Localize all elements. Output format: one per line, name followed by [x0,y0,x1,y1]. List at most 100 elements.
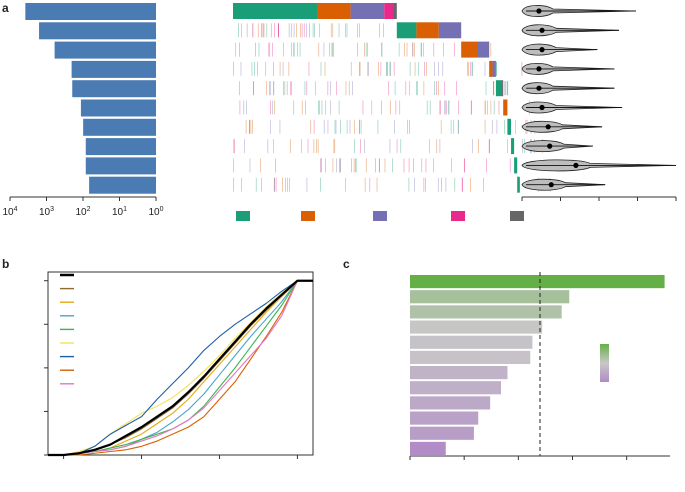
sex-ratio-bar-chart [409,272,670,460]
oncoprint-tick [288,23,290,38]
violin-median-point [536,85,542,91]
oncoprint-tick [324,61,326,76]
violin-median-point [573,162,579,168]
panel-label-b: b [2,257,9,271]
oncoprint-tick [389,139,391,154]
oncoprint-tick [405,81,407,96]
oncoprint-block-frameshift [478,41,490,58]
oncoprint-block-frameshift [438,22,462,39]
oncoprint-tick [414,42,415,57]
violin-median-point [539,104,545,111]
oncoprint-tick [291,42,292,57]
oncoprint-tick [314,81,316,96]
oncoprint-tick [265,61,267,76]
oncoprint-tick [433,158,434,173]
oncoprint-tick [440,100,441,115]
oncoprint-tick [235,42,237,57]
oncoprint-tick [312,23,314,38]
oncoprint-tick [506,81,508,96]
oncoprint-tick [239,42,240,57]
oncoprint-block-nonsense [317,3,351,19]
oncoprint-tick [409,119,410,134]
oncoprint-tick [270,23,272,38]
oncoprint-tick [273,139,274,154]
oncoprint-tick [283,81,284,96]
oncoprint-tick [269,119,271,134]
oncoprint-tick [507,81,509,96]
count-tick-label: 102 [75,206,90,218]
oncoprint-tick [386,61,388,76]
oncoprint-tick [306,177,308,192]
oncoprint-tick [273,81,275,96]
oncoprint-tick [498,100,500,115]
oncoprint-tick [339,158,341,173]
oncoprint-tick [307,139,309,154]
oncoprint-tick [359,23,360,38]
count-bar [80,99,156,117]
count-bar [54,41,156,59]
oncoprint-tick [364,139,366,154]
oncoprint-tick [416,81,417,96]
oncoprint-tick [355,158,357,173]
oncoprint-tick [345,177,346,192]
oncoprint-tick [334,119,336,134]
oncoprint-block-nonsense [489,60,493,77]
oncoprint-tick [489,139,490,154]
oncoprint-tick [457,119,459,134]
oncoprint-tick [252,119,253,134]
oncoprint-tick [483,177,484,192]
oncoprint-tick [436,81,437,96]
ecd-series-line [48,280,313,456]
oncoprint-tick [420,42,422,57]
oncoprint-block-missense [517,176,520,193]
oncoprint-tick [383,23,384,38]
oncoprint-tick [239,100,241,115]
legend-swatch-frameshift [373,211,387,221]
oncoprint-tick [394,81,396,96]
oncoprint-tick [364,177,366,192]
oncoprint-tick [357,42,358,57]
oncoprint-tick [507,139,508,154]
oncoprint-tick [426,61,427,76]
oncoprint-tick [233,158,234,173]
oncoprint-tick [287,177,288,192]
oncoprint-tick [313,119,315,134]
oncoprint-tick [378,158,380,173]
oncoprint-tick [284,81,286,96]
oncoprint-block-missense [396,22,417,39]
oncoprint-tick [268,42,270,57]
oncoprint-block-nonsense [503,99,508,116]
oncoprint-tick [350,61,352,76]
oncoprint-block-nonsense [461,41,478,58]
ratio-bar [410,426,474,440]
ratio-bar [410,350,531,364]
oncoprint-tick [255,177,257,192]
violin-median-point [539,47,545,53]
violin-median-point [539,27,545,33]
oncoprint-tick [359,119,361,134]
oncoprint-tick [251,61,253,76]
oncoprint-tick [323,42,325,57]
oncoprint-tick [349,119,351,134]
oncoprint-tick [470,177,471,192]
oncoprint-tick [456,81,457,96]
oncoprint-tick [332,23,334,38]
oncoprint-tick [269,42,271,57]
oncoprint-tick [290,139,291,154]
violin-median-point [548,182,554,188]
oncoprint-tick [246,23,248,38]
oncoprint-tick [271,100,273,115]
oncoprint-tick [425,158,427,173]
oncoprint-tick [438,81,439,96]
oncoprint-tick [241,23,242,38]
oncoprint-tick [340,119,341,134]
oncoprint-tick [286,81,288,96]
oncoprint-tick [255,42,256,57]
violin-median-point [536,8,542,14]
oncoprint-tick [263,23,265,38]
oncoprint-tick [406,42,408,57]
panel-label-a: a [2,1,9,15]
oncoprint-tick [327,81,329,96]
oncoprint-tick [309,23,310,38]
oncoprint-tick [493,100,495,115]
